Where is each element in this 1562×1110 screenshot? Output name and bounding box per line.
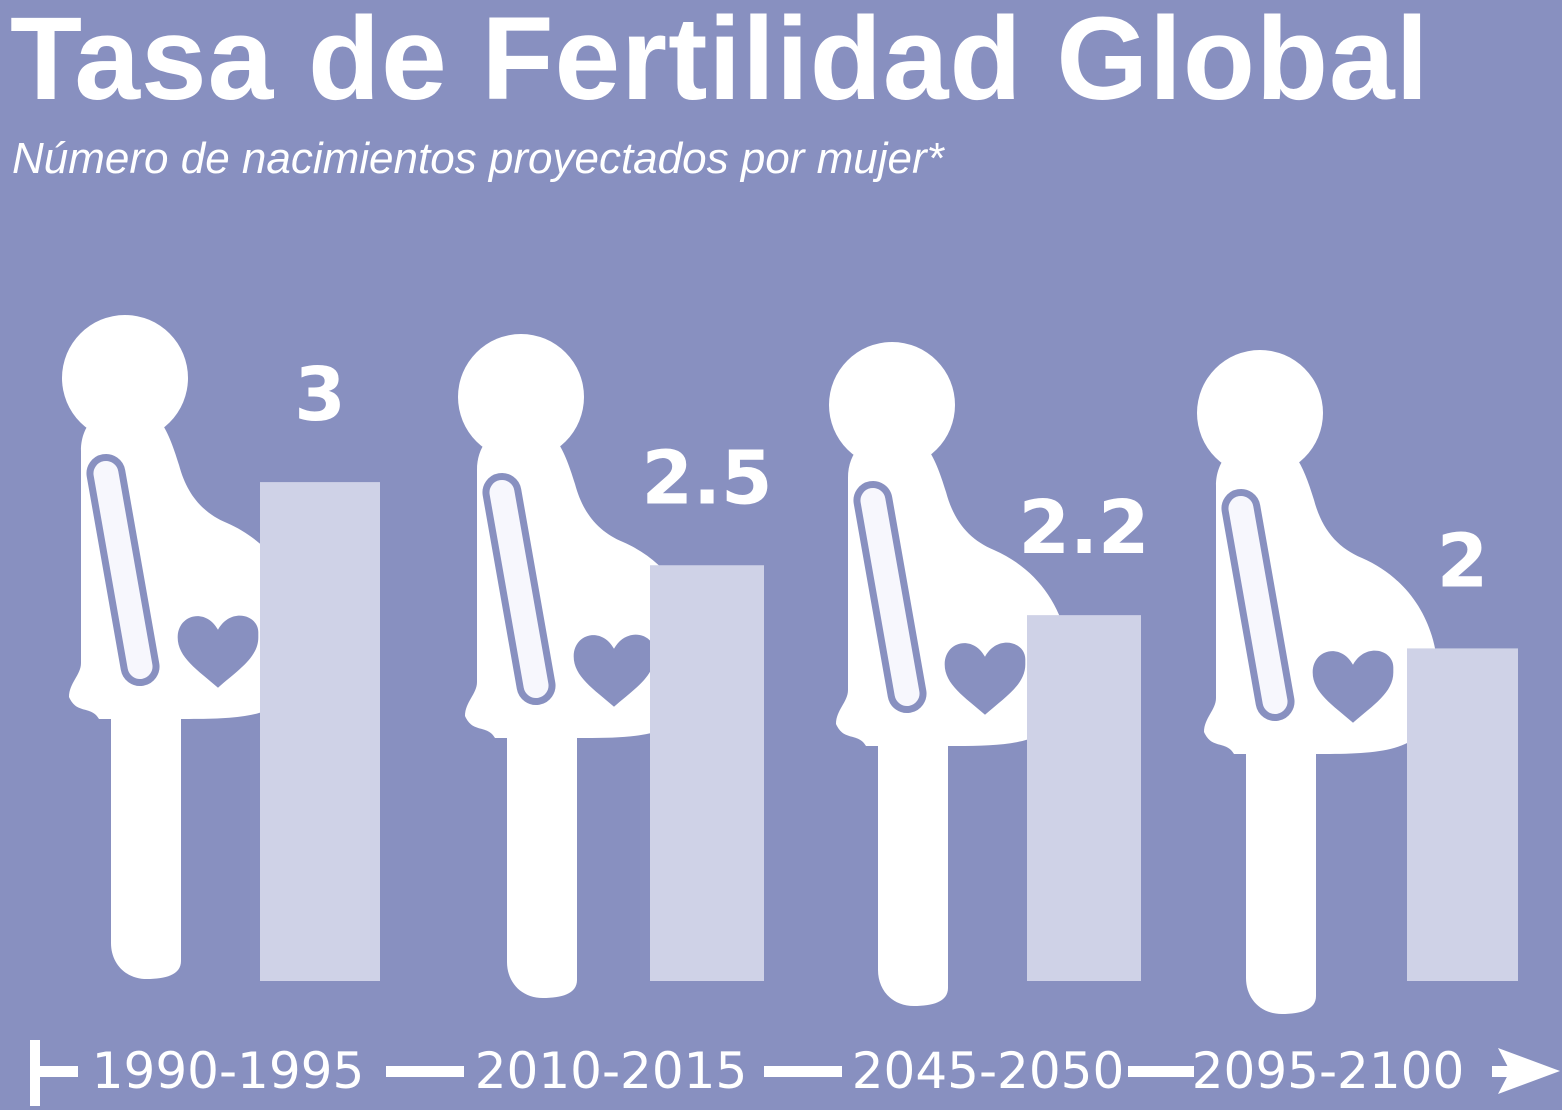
bar	[1407, 648, 1518, 981]
timeline-start-stub	[40, 1066, 78, 1077]
bar-value-label: 3	[294, 352, 346, 438]
timeline-arrow-icon	[1492, 1048, 1560, 1094]
bar-value-label: 2.5	[641, 435, 772, 521]
period-tick-label: 2045-2050	[852, 1042, 1125, 1100]
chart-title: Tasa de Fertilidad Global	[10, 0, 1430, 125]
chart-subtitle: Número de nacimientos proyectados por mu…	[12, 134, 944, 183]
timeline-connector	[1128, 1066, 1194, 1077]
pregnant-woman-icon	[1197, 350, 1438, 1014]
timeline-connector	[386, 1066, 464, 1077]
timeline-axis	[30, 1040, 1560, 1106]
timeline-connector	[764, 1066, 842, 1077]
bars-layer	[260, 482, 1518, 981]
bar	[1027, 615, 1141, 981]
bar	[650, 565, 764, 981]
bar	[260, 482, 380, 981]
value-labels-layer: 3 2.5 2.2 2	[294, 352, 1488, 604]
period-tick-label: 2010-2015	[475, 1042, 748, 1100]
bar-value-label: 2.2	[1018, 485, 1149, 571]
timeline-start-bar	[30, 1040, 40, 1106]
period-tick-label: 1990-1995	[92, 1042, 365, 1100]
bar-value-label: 2	[1437, 518, 1489, 604]
period-tick-label: 2095-2100	[1192, 1042, 1465, 1100]
ticks-layer: 1990-1995 2010-2015 2045-2050 2095-2100	[92, 1042, 1465, 1100]
